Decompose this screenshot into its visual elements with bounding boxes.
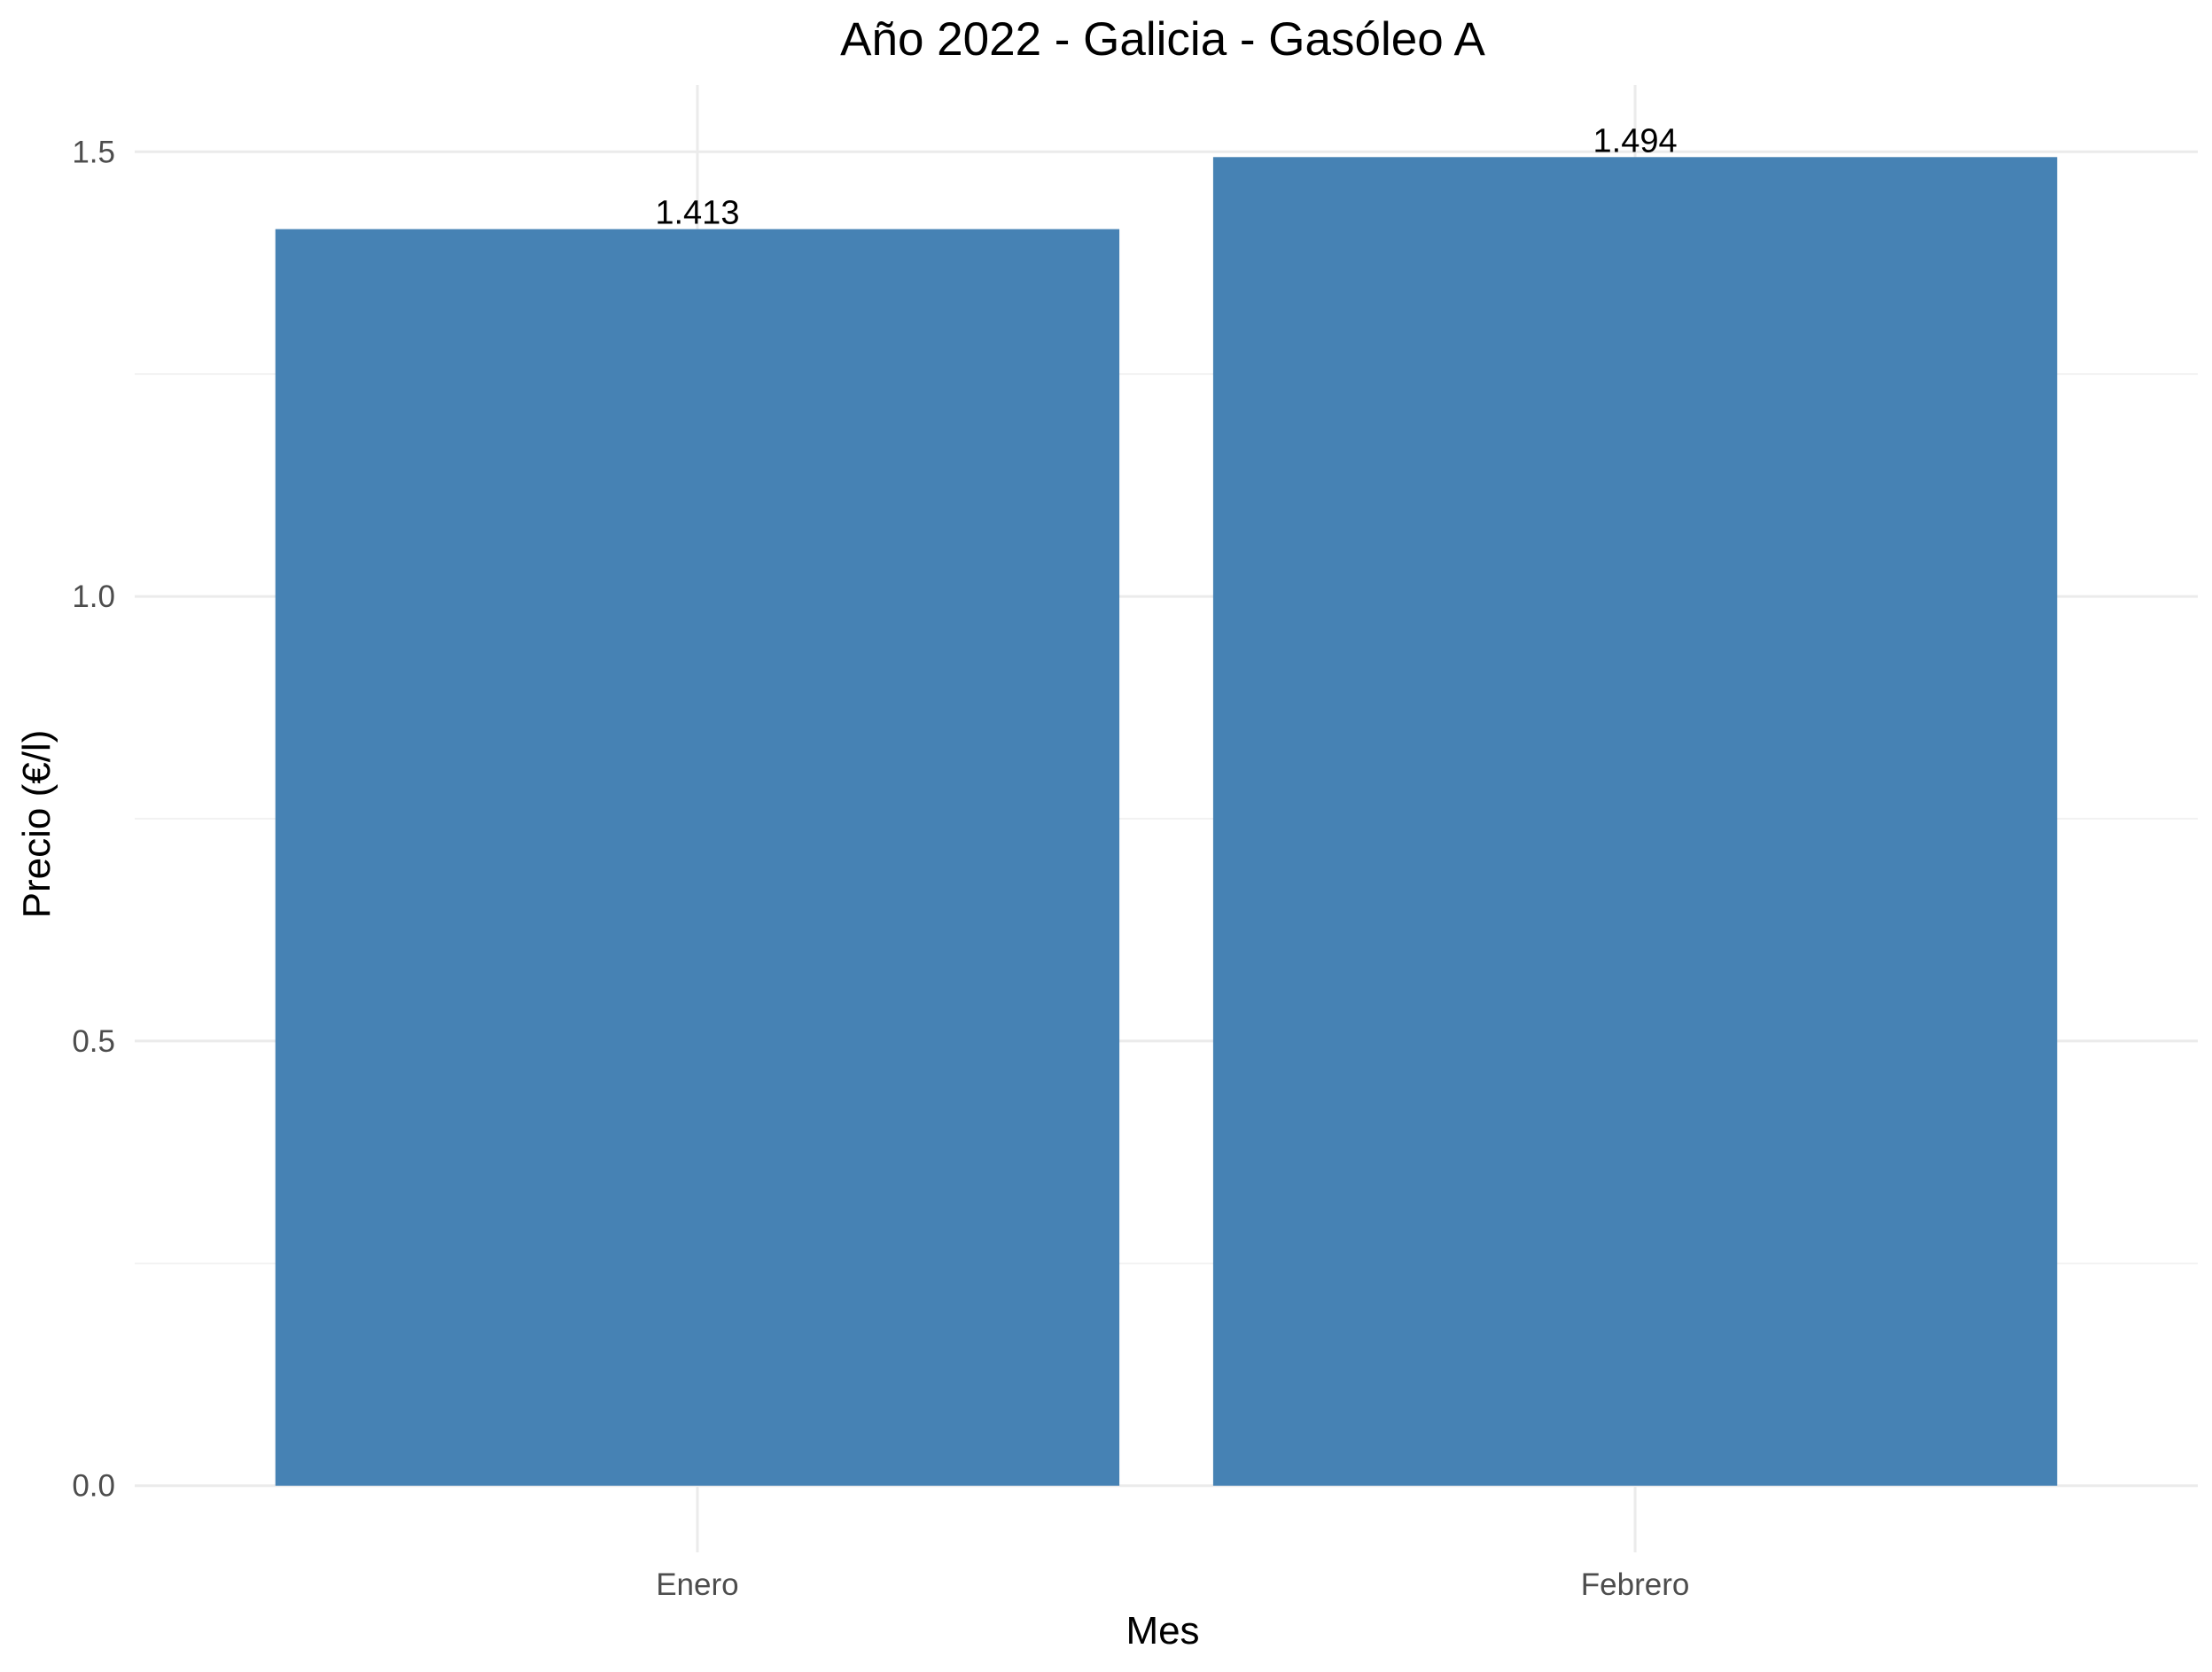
y-axis-ticks: 0.0 0.5 1.0 1.5 — [72, 135, 115, 1503]
x-tick-label: Enero — [656, 1567, 738, 1602]
y-axis-title: Precio (€/l) — [15, 730, 58, 919]
data-label-enero: 1.413 — [655, 195, 739, 232]
y-tick-label: 0.0 — [72, 1469, 115, 1504]
y-tick-label: 1.5 — [72, 135, 115, 169]
bars — [275, 157, 2058, 1486]
data-labels: 1.413 1.494 — [655, 122, 1677, 231]
bar-febrero — [1212, 157, 2058, 1486]
y-tick-label: 1.0 — [72, 579, 115, 614]
x-axis-title: Mes — [1125, 1609, 1199, 1653]
x-axis-ticks: Enero Febrero — [656, 1567, 1689, 1602]
x-tick-label: Febrero — [1581, 1567, 1690, 1602]
y-tick-label: 0.5 — [72, 1024, 115, 1059]
chart-title: Año 2022 - Galicia - Gasóleo A — [840, 13, 1485, 66]
bar-enero — [275, 229, 1120, 1486]
data-label-febrero: 1.494 — [1593, 122, 1678, 159]
